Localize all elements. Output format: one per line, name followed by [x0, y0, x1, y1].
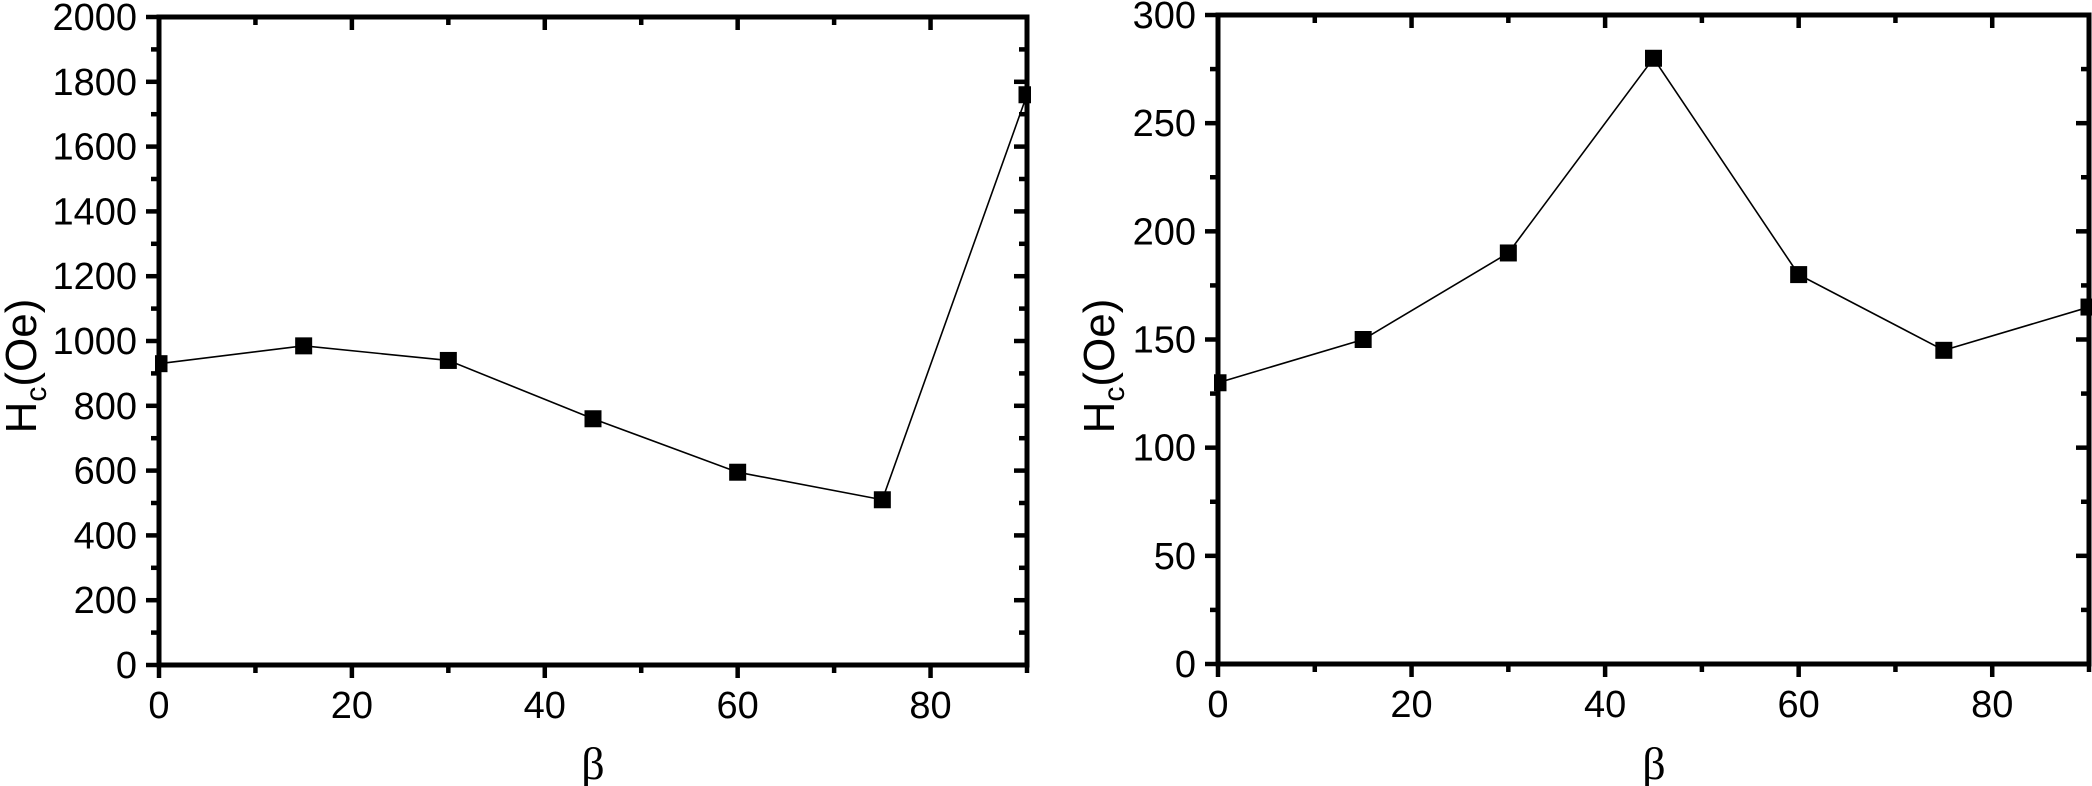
y-tick-label: 150 — [1133, 320, 1196, 362]
x-tick-label: 20 — [1390, 684, 1432, 726]
x-tick-label: 60 — [1778, 684, 1820, 726]
right-y-axis-label-base: H — [1075, 401, 1124, 434]
y-tick-label: 1200 — [52, 256, 137, 298]
data-point-marker — [1499, 244, 1517, 262]
y-tick-label: 800 — [74, 386, 137, 428]
x-tick-label: 40 — [1584, 684, 1626, 726]
data-series — [1214, 49, 2092, 392]
series-line — [158, 94, 1028, 501]
left-y-axis-label-subscript: c — [19, 386, 53, 402]
right-chart-plot-area: 0 20 40 60 80 0 50 100 150 200 250 300 — [1133, 0, 2092, 726]
data-point-marker — [439, 351, 457, 369]
y-tick-label: 200 — [74, 580, 137, 622]
series-line — [1217, 56, 2090, 384]
data-point-marker — [295, 337, 313, 355]
data-point-marker — [2080, 298, 2092, 316]
left-y-axis-label: Hc(Oe) — [0, 298, 53, 434]
y-tick-label: 0 — [1175, 644, 1196, 686]
y-tick-label: 1800 — [52, 62, 137, 104]
right-y-axis-label-subscript: c — [1097, 386, 1131, 402]
x-tick-label: 80 — [1971, 684, 2013, 726]
x-tick-label: 0 — [148, 685, 169, 727]
y-tick-label: 300 — [1133, 0, 1196, 37]
x-tick-label: 20 — [331, 685, 373, 727]
data-point-marker — [1790, 266, 1808, 284]
left-chart-plot-area: 0 20 40 60 800200400600800100012001400160018… — [52, 0, 1031, 727]
left-y-axis-label-base: H — [0, 401, 46, 434]
data-point-marker — [584, 410, 602, 428]
y-tick-label: 1600 — [52, 127, 137, 169]
y-tick-label: 1400 — [52, 191, 137, 233]
data-point-marker — [1018, 86, 1031, 104]
plot-frame — [156, 14, 1030, 668]
y-tick-label: 400 — [74, 515, 137, 557]
data-point-marker — [1354, 331, 1372, 348]
left-y-axis-label-unit: (Oe) — [0, 298, 46, 387]
x-tick-label: 60 — [717, 685, 759, 727]
plot-frame — [1215, 12, 2092, 667]
data-series — [155, 86, 1031, 509]
y-tick-label: 0 — [116, 645, 137, 687]
y-tick-label: 50 — [1154, 536, 1196, 578]
y-tick-label: 600 — [74, 451, 137, 493]
y-tick-label: 250 — [1133, 103, 1196, 145]
data-point-marker — [1645, 49, 1662, 67]
right-x-axis-label: β — [1642, 738, 1666, 786]
x-tick-label: 40 — [524, 685, 566, 727]
left-x-axis-label: β — [581, 738, 605, 786]
data-point-marker — [873, 491, 891, 509]
y-tick-label: 200 — [1133, 211, 1196, 253]
y-tick-label: 100 — [1133, 428, 1196, 470]
x-tick-label: 0 — [1207, 684, 1228, 726]
y-tick-label: 2000 — [52, 0, 137, 39]
data-point-marker — [1935, 341, 1953, 359]
y-tick-label: 1000 — [52, 321, 137, 363]
data-point-marker — [1214, 374, 1227, 392]
data-point-marker — [729, 463, 747, 481]
data-point-marker — [155, 355, 168, 373]
right-y-axis-label-unit: (Oe) — [1075, 298, 1124, 387]
x-tick-label: 80 — [909, 685, 951, 727]
right-y-axis-label: Hc(Oe) — [1075, 298, 1131, 434]
